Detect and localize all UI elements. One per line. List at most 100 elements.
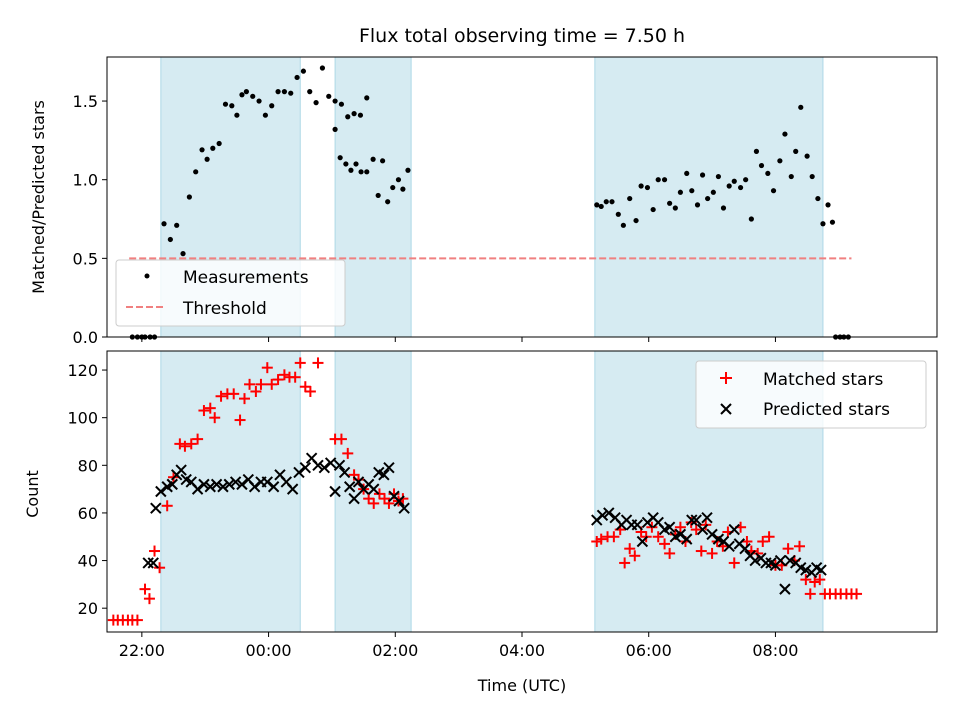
matched-stars-point — [149, 545, 161, 557]
matched-stars-point — [143, 593, 155, 605]
matched-stars-point — [192, 433, 204, 445]
predicted-stars-point — [701, 511, 713, 524]
predicted-stars-point — [236, 478, 248, 491]
predicted-stars-point — [749, 554, 761, 567]
measurement-point — [594, 202, 600, 208]
measurement-point — [667, 200, 673, 206]
measurement-point — [782, 131, 788, 137]
predicted-stars-point — [352, 476, 365, 488]
predicted-stars-point — [204, 481, 216, 493]
measurement-point — [650, 206, 656, 213]
legend-matched-label: Matched stars — [763, 370, 883, 390]
ratio-panel: 0.0 0.5 1.0 1.5 Matched/Predicted stars Mea… — [29, 56, 938, 347]
predicted-stars-point — [596, 509, 609, 522]
measurement-point — [300, 68, 307, 74]
measurement-point — [788, 173, 794, 180]
matched-stars-point — [278, 369, 290, 381]
measurement-point — [705, 195, 711, 202]
matched-stars-point — [179, 440, 191, 452]
matched-stars-point — [664, 547, 676, 559]
predicted-stars-point — [343, 481, 356, 493]
matched-stars-point — [174, 438, 186, 450]
matched-stars-point — [757, 536, 769, 548]
matched-stars-point — [299, 381, 311, 393]
measurement-point — [294, 74, 300, 81]
measurement-point — [620, 222, 626, 228]
measurement-point — [598, 203, 604, 210]
measurement-point — [684, 170, 690, 177]
predicted-stars-point — [706, 528, 718, 541]
measurement-point — [603, 199, 609, 205]
x-tick-label: 06:00 — [626, 641, 672, 660]
matched-stars-point — [294, 357, 306, 369]
measurement-point — [313, 100, 319, 106]
ratio-y-tick-label: 1.5 — [73, 92, 98, 111]
measurement-point — [655, 177, 661, 183]
matched-stars-point — [228, 388, 240, 400]
count-y-tick-label: 60 — [78, 504, 98, 523]
matched-stars-point — [185, 438, 197, 450]
count-legend-box — [695, 360, 927, 429]
predicted-stars-point — [150, 502, 162, 514]
predicted-stars-point — [383, 461, 395, 474]
matched-stars-point — [794, 540, 806, 552]
matched-stars-point — [335, 433, 347, 445]
ratio-y-tick-label: 0.0 — [73, 328, 98, 347]
measurement-point — [753, 148, 760, 154]
measurement-point — [174, 222, 180, 228]
predicted-stars-point — [815, 564, 827, 576]
measurement-point — [633, 217, 639, 224]
measurement-point — [689, 188, 695, 194]
measurement-point — [627, 195, 633, 202]
measurement-point — [269, 103, 275, 109]
count-data-marks — [107, 357, 863, 626]
predicted-stars-point — [690, 514, 702, 526]
matched-stars-point — [215, 390, 227, 402]
matched-stars-point — [368, 497, 380, 509]
measurement-point — [638, 183, 644, 189]
measurement-point — [338, 101, 345, 107]
predicted-stars-point — [198, 478, 210, 491]
ratio-y-ticks: 0.0 0.5 1.0 1.5 — [73, 92, 107, 347]
measurement-point — [385, 199, 391, 205]
x-tick-label: 22:00 — [119, 641, 165, 660]
matched-stars-point — [706, 547, 718, 559]
matched-stars-point — [809, 576, 821, 588]
matched-stars-point — [629, 550, 641, 562]
ratio-y-axis-label: Matched/Predicted stars — [29, 100, 48, 294]
matched-stars-point — [234, 414, 246, 426]
matched-stars-point — [383, 497, 395, 509]
measurement-point — [715, 173, 722, 180]
measurement-point — [234, 112, 240, 118]
predicted-stars-point — [348, 492, 360, 505]
measurement-point — [307, 89, 313, 95]
measurement-point — [161, 221, 167, 227]
matched-stars-point — [800, 574, 812, 586]
observing-band-2 — [334, 350, 412, 633]
matched-stars-point — [261, 362, 273, 374]
measurement-point — [758, 162, 765, 169]
measurement-point — [239, 92, 245, 98]
measurement-point — [337, 155, 343, 161]
measurement-point — [204, 156, 210, 162]
measurement-point — [351, 111, 357, 117]
matched-stars-point — [161, 500, 173, 512]
count-y-tick-label: 120 — [67, 361, 98, 380]
count-y-tick-label: 80 — [78, 456, 98, 475]
matched-stars-point — [373, 488, 385, 500]
matched-stars-point — [266, 378, 278, 390]
predicted-stars-point — [229, 476, 242, 488]
observing-band-2 — [334, 56, 412, 338]
measurement-point — [332, 98, 338, 104]
count-legend: Matched stars Predicted stars — [695, 360, 927, 429]
predicted-stars-point — [312, 459, 324, 472]
matched-stars-point — [700, 519, 712, 531]
measurement-point — [825, 202, 831, 208]
predicted-stars-point — [774, 554, 787, 567]
predicted-stars-point — [728, 523, 740, 536]
matched-stars-point — [804, 588, 816, 600]
matched-stars-point — [624, 543, 636, 555]
ratio-y-tick-label: 0.5 — [73, 249, 98, 268]
matched-stars-point — [154, 562, 166, 574]
measurement-point — [186, 194, 192, 200]
